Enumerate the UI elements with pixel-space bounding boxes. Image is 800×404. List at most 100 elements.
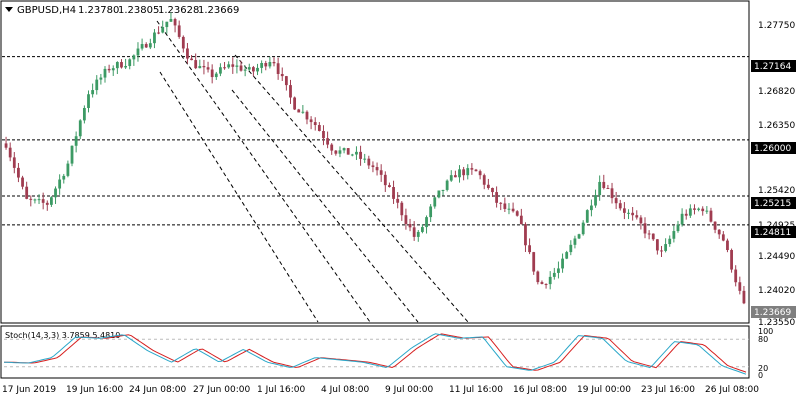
candle xyxy=(693,204,696,215)
candle-body xyxy=(136,48,140,56)
candle-body xyxy=(433,197,437,207)
candle xyxy=(58,174,62,195)
candle-body xyxy=(668,238,672,245)
candle xyxy=(499,202,503,211)
trend-channels[interactable] xyxy=(156,20,469,323)
candle xyxy=(280,67,284,81)
candle-body xyxy=(132,55,136,60)
time-tick: 19 Jul 00:00 xyxy=(577,385,631,395)
level-label-box xyxy=(751,197,796,209)
candle-body xyxy=(161,27,165,33)
candle xyxy=(322,125,325,146)
candle-body xyxy=(610,188,614,199)
candle xyxy=(532,251,536,275)
candle xyxy=(635,210,639,220)
candle-body xyxy=(738,282,742,291)
candle-body xyxy=(280,73,284,77)
candle xyxy=(293,96,297,111)
price-tick: 1.25420 xyxy=(758,186,795,196)
price-tick: 1.24490 xyxy=(758,252,795,262)
candle-body xyxy=(709,210,713,222)
candle xyxy=(441,189,445,196)
candle-body xyxy=(62,175,66,180)
candle xyxy=(25,181,29,200)
candle-body xyxy=(396,198,400,203)
channel-1-upper[interactable] xyxy=(156,20,371,323)
channel-2-upper[interactable] xyxy=(234,54,469,323)
candle xyxy=(721,231,725,242)
candle xyxy=(561,253,564,273)
candle-body xyxy=(124,66,128,68)
candle-body xyxy=(301,111,305,113)
candle-body xyxy=(355,151,358,155)
candle-body xyxy=(342,148,346,151)
current-price-label: 1.23669 xyxy=(754,308,791,318)
candle-body xyxy=(297,109,301,113)
candle-body xyxy=(647,233,651,235)
stoch-level-tick: 100 xyxy=(758,327,773,336)
candle xyxy=(111,65,115,76)
candle-body xyxy=(338,150,342,154)
level-label: 1.24811 xyxy=(754,228,791,238)
time-axis: 17 Jun 2019 19 Jun 16:00 24 Jun 08:00 27… xyxy=(2,385,759,395)
candle-body xyxy=(482,175,486,185)
candle-body xyxy=(734,269,738,283)
candle xyxy=(495,186,499,208)
candle xyxy=(219,63,222,77)
candle-body xyxy=(507,208,511,210)
candle xyxy=(379,164,383,182)
candle xyxy=(338,146,342,158)
candle xyxy=(289,79,292,104)
stochastic-indicator[interactable]: Stoch(14,3,3) 3.7859 5.4810 100 80 20 0 xyxy=(3,327,773,380)
price-tick: 1.26820 xyxy=(758,87,795,97)
level-label-box xyxy=(751,60,796,72)
candle-body xyxy=(21,177,24,187)
collapse-triangle-icon[interactable] xyxy=(5,7,13,12)
main-panel-frame xyxy=(0,0,750,324)
candle-body xyxy=(223,67,226,69)
symbol-label: GBPUSD,H4 xyxy=(17,5,76,16)
candle-body xyxy=(532,252,536,272)
candle xyxy=(647,230,651,240)
candle-body xyxy=(29,198,33,200)
candle xyxy=(717,229,721,239)
candle-body xyxy=(400,202,404,216)
candle xyxy=(99,73,103,85)
candle xyxy=(206,61,210,73)
candle-body xyxy=(618,203,622,209)
price-tick: 1.24020 xyxy=(758,286,795,296)
candle-body xyxy=(111,68,115,71)
candle xyxy=(569,240,573,256)
candle-body xyxy=(227,64,231,68)
candle xyxy=(511,202,515,213)
current-price-box xyxy=(751,306,796,318)
candle xyxy=(672,225,676,243)
candle-body xyxy=(416,231,420,237)
candle xyxy=(503,197,507,213)
candle-body xyxy=(54,188,57,198)
candle-body xyxy=(317,125,321,131)
candle-body xyxy=(41,199,45,203)
stoch-level-tick: 0 xyxy=(758,371,763,380)
candle-body xyxy=(581,222,585,235)
candle xyxy=(544,283,548,289)
candle xyxy=(346,148,350,155)
candle-body xyxy=(598,181,602,196)
candle xyxy=(598,175,602,201)
candle xyxy=(688,204,692,218)
candle-body xyxy=(45,202,49,205)
candle xyxy=(284,75,288,91)
candle xyxy=(392,180,395,204)
candle xyxy=(173,17,177,33)
candle-body xyxy=(392,187,395,199)
candle-body xyxy=(239,65,243,71)
candle xyxy=(91,83,95,98)
candle-body xyxy=(375,167,379,171)
price-tick: 1.23550 xyxy=(758,318,795,328)
candle xyxy=(128,58,132,70)
horizontal-levels[interactable] xyxy=(2,56,749,226)
candle xyxy=(153,29,156,49)
candle xyxy=(301,105,305,114)
